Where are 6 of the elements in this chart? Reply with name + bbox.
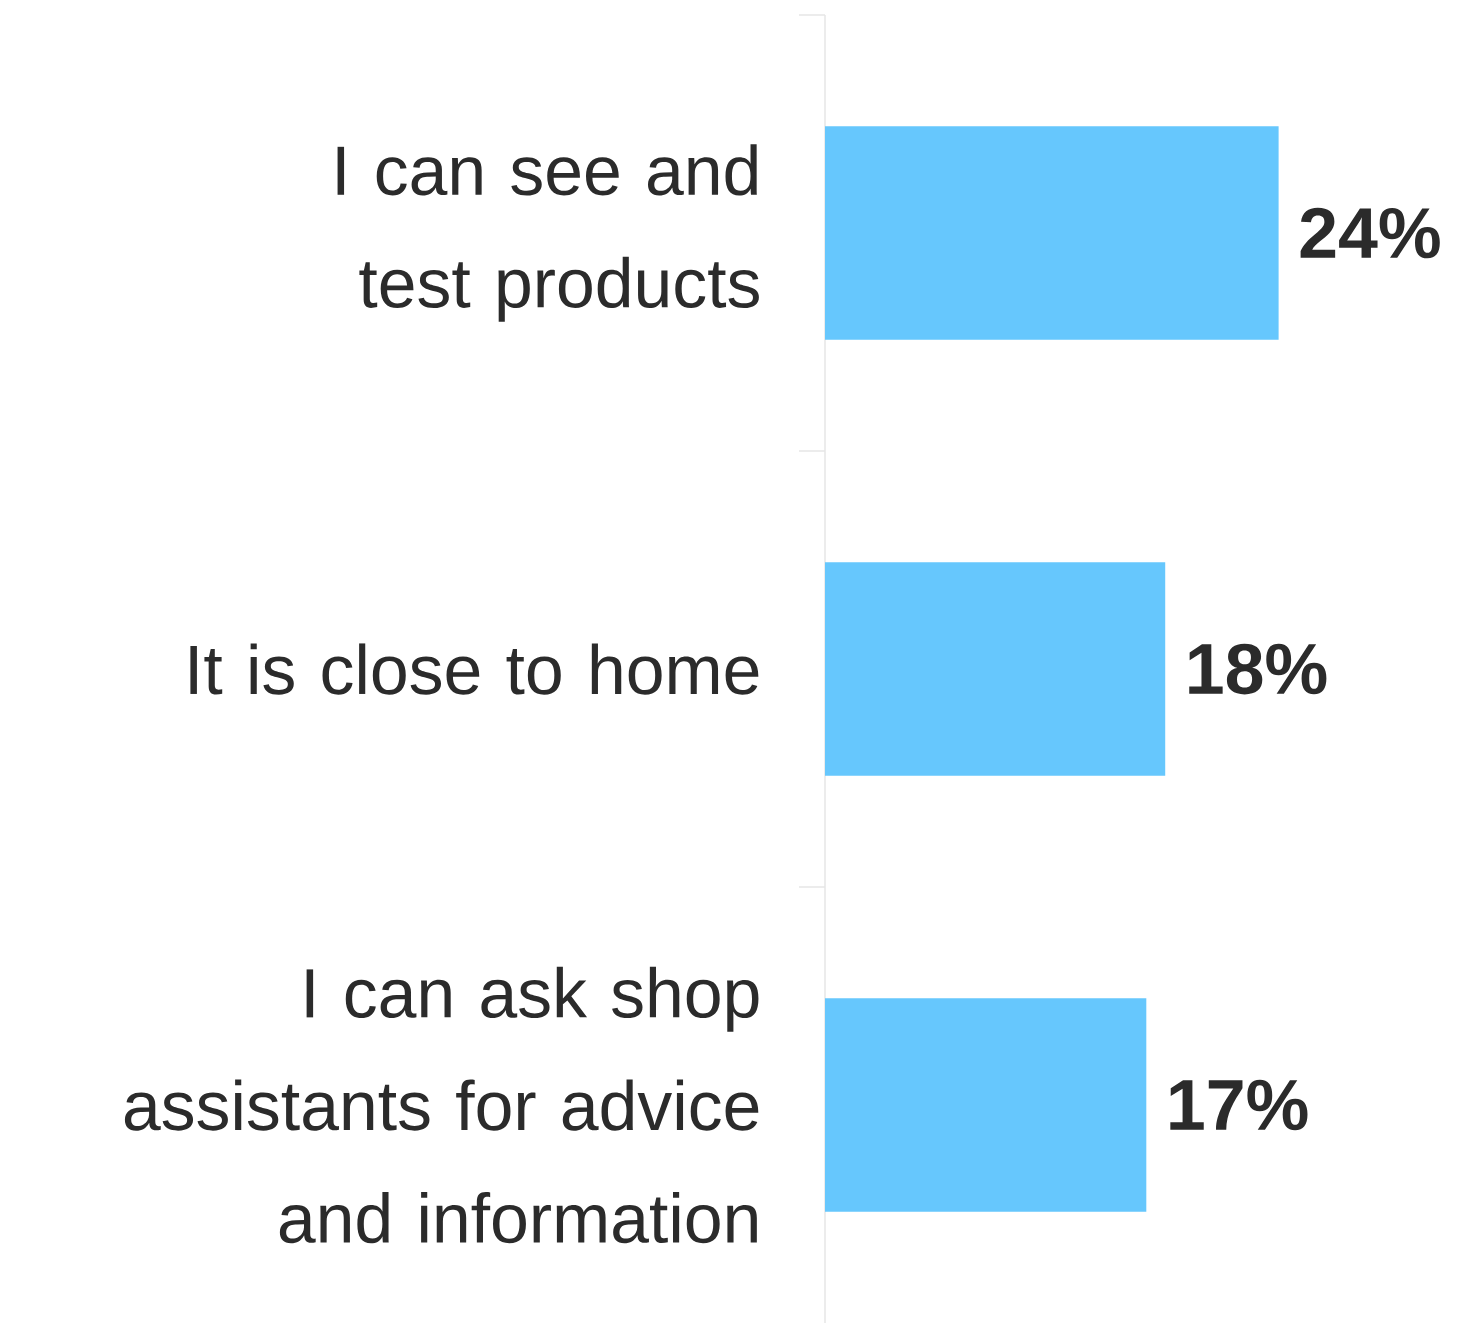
y-tick-label: I can ask shop assistants for advice and information [124, 966, 759, 1244]
y-tick-label: I can see and test products [337, 144, 759, 322]
data-label: 24% [1300, 207, 1440, 259]
data-label: 18% [1189, 643, 1327, 695]
data-label: 17% [1170, 1079, 1308, 1131]
y-tick-label: It is close to home [190, 643, 759, 695]
